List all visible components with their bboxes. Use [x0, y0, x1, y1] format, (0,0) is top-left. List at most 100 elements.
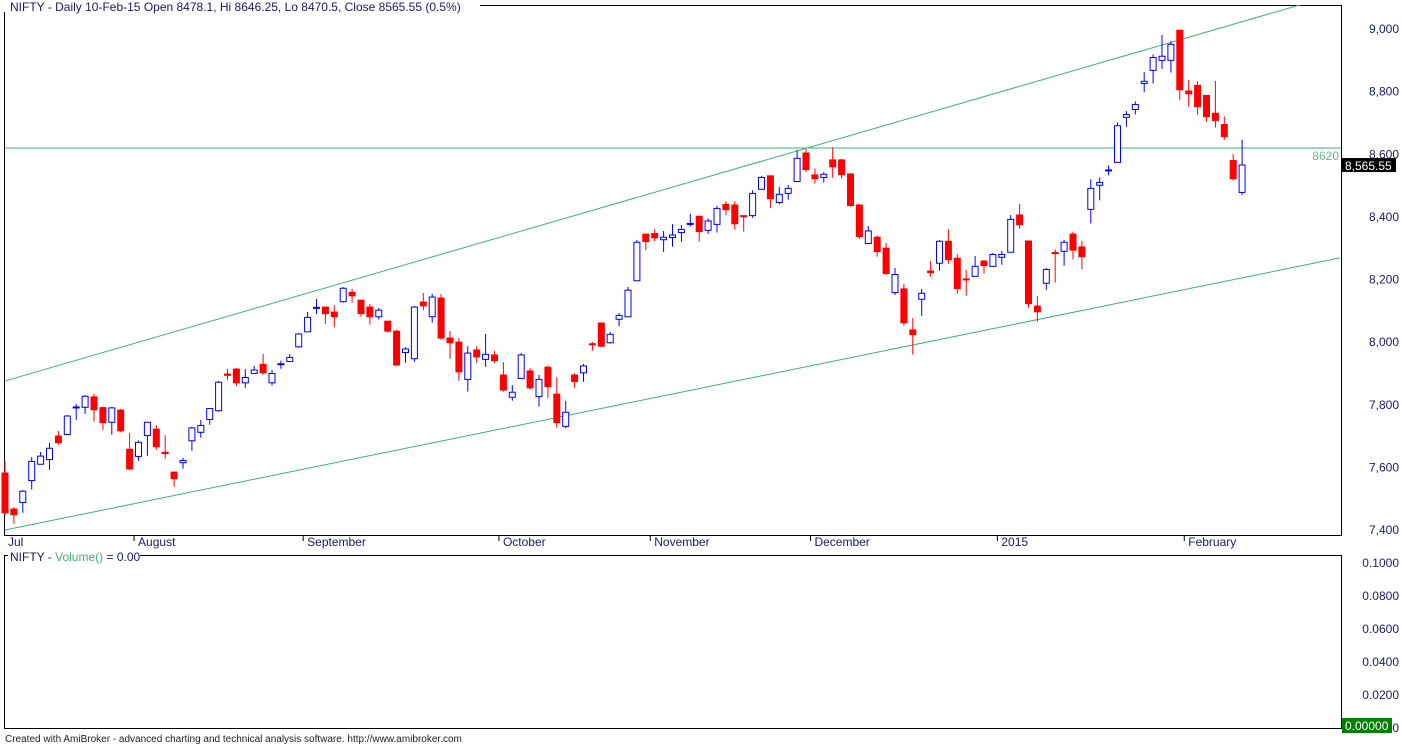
- candle-up: [713, 205, 721, 233]
- price-pane-frame: [4, 5, 1342, 536]
- candle-down: [10, 507, 18, 524]
- candle-body: [722, 203, 730, 211]
- candle-body: [348, 291, 356, 297]
- candle-body: [286, 356, 294, 363]
- candle-body: [491, 354, 498, 362]
- candle-up: [971, 256, 979, 277]
- candle-up: [339, 287, 347, 303]
- candle-down: [170, 471, 178, 487]
- candle-body: [588, 343, 596, 346]
- candle-down: [873, 235, 881, 257]
- candle-down: [1078, 240, 1086, 270]
- candle-up: [891, 267, 899, 295]
- volume-header-bg: [8, 549, 140, 561]
- candle-up: [580, 364, 587, 382]
- candle-up: [1149, 54, 1157, 84]
- candle-up: [108, 406, 116, 435]
- candle-up: [1114, 122, 1121, 163]
- candle-body: [1122, 113, 1130, 118]
- candle-body: [241, 377, 249, 384]
- candle-down: [473, 346, 481, 363]
- month-label: 2015: [1001, 535, 1028, 549]
- candle-up: [989, 252, 997, 267]
- candle-body: [126, 448, 134, 470]
- candle-down: [232, 368, 240, 386]
- candle-up: [464, 346, 472, 392]
- candle-down: [642, 233, 650, 251]
- candle-down: [1211, 80, 1219, 128]
- candle-body: [268, 372, 276, 384]
- candle-up: [624, 287, 632, 318]
- candle-up: [633, 240, 641, 282]
- candle-body: [215, 381, 223, 412]
- candle-down: [54, 431, 62, 445]
- candle-down: [1220, 116, 1228, 140]
- candle-body: [936, 240, 943, 264]
- volume-tick-label: 0: [1392, 721, 1399, 735]
- candle-body: [357, 299, 365, 315]
- candle-body: [553, 393, 561, 424]
- candle-body: [651, 232, 659, 239]
- candle-body: [847, 173, 854, 207]
- candle-body: [615, 315, 623, 320]
- candle-body: [1131, 103, 1139, 110]
- candle-body: [517, 354, 525, 379]
- horizontal-line-label: 8620: [1312, 149, 1339, 163]
- candle-down: [597, 322, 605, 348]
- volume-title: NIFTY - Volume() = 0.00: [10, 550, 141, 564]
- candle-body: [1087, 187, 1095, 210]
- month-label: October: [503, 535, 546, 549]
- candle-up: [775, 187, 783, 205]
- candle-up: [998, 251, 1006, 265]
- candle-down: [980, 260, 988, 274]
- candle-down: [526, 368, 534, 390]
- candle-body: [54, 435, 62, 444]
- candle-down: [731, 201, 739, 230]
- candle-down: [847, 173, 854, 207]
- candle-body: [206, 408, 214, 420]
- candle-body: [232, 368, 240, 384]
- price-tick-label: 8,200: [1369, 273, 1399, 287]
- candle-body: [544, 366, 552, 388]
- month-label: November: [654, 535, 709, 549]
- candle-down: [962, 270, 970, 296]
- candle-up: [304, 312, 312, 333]
- candle-down: [722, 201, 730, 215]
- candle-body: [918, 292, 926, 300]
- candle-down: [1051, 249, 1059, 283]
- candle-body: [677, 228, 685, 234]
- candle-up: [562, 400, 570, 429]
- candle-up: [295, 333, 303, 348]
- candle-down: [152, 425, 160, 450]
- candle-body: [909, 329, 917, 336]
- candle-up: [37, 452, 45, 465]
- candle-body: [660, 236, 668, 241]
- lower-channel-line: [4, 257, 1341, 531]
- candle-down: [117, 408, 125, 433]
- candle-body: [28, 460, 36, 482]
- candle-body: [989, 253, 997, 267]
- candle-body: [321, 306, 329, 315]
- candle-up: [402, 347, 409, 363]
- candle-up: [277, 360, 285, 369]
- candle-body: [1158, 55, 1166, 61]
- candle-up: [313, 298, 320, 314]
- candle-body: [1220, 124, 1228, 138]
- candle-down: [588, 342, 596, 351]
- candle-body: [953, 257, 961, 290]
- candle-body: [793, 157, 801, 182]
- candle-up: [677, 225, 685, 242]
- month-label: September: [307, 535, 366, 549]
- candle-up: [241, 369, 249, 388]
- candle-body: [428, 296, 436, 318]
- candle-up: [1007, 214, 1015, 253]
- candle-down: [1016, 204, 1024, 229]
- trendlines: [4, 5, 1341, 531]
- candle-down: [802, 148, 810, 173]
- candle-body: [410, 306, 418, 360]
- candle-up: [1122, 111, 1130, 127]
- candle-body: [1114, 125, 1121, 163]
- candle-body: [624, 289, 632, 318]
- candle-down: [882, 242, 890, 275]
